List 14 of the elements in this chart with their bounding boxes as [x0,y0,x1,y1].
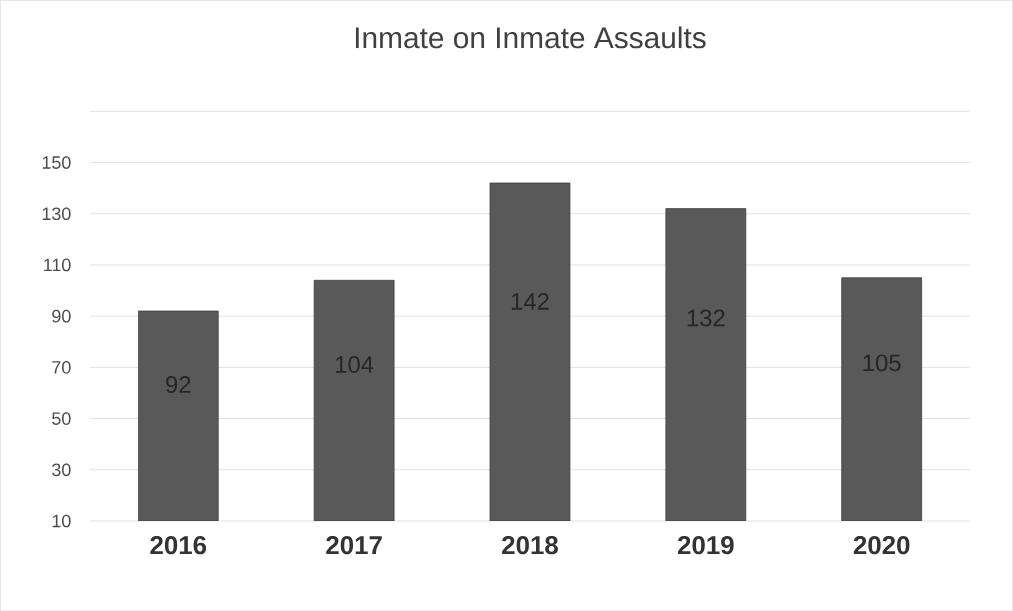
x-tick-label: 2020 [853,535,910,555]
y-tick-label: 10 [52,514,71,528]
y-tick-label: 150 [42,156,71,169]
y-tick-label: 70 [52,360,71,374]
chart-title: Inmate on Inmate Assaults [355,26,706,49]
y-tick-label: 110 [44,258,71,272]
x-tick-label: 2016 [150,535,207,555]
y-tick-label: 30 [52,463,71,476]
y-tick-label: 50 [52,412,71,425]
x-tick-label: 2017 [326,535,382,555]
x-tick-label: 2019 [677,535,734,555]
y-tick-label: 130 [42,207,71,220]
x-tick-label: 2018 [502,535,558,555]
y-tick-label: 90 [52,309,71,323]
